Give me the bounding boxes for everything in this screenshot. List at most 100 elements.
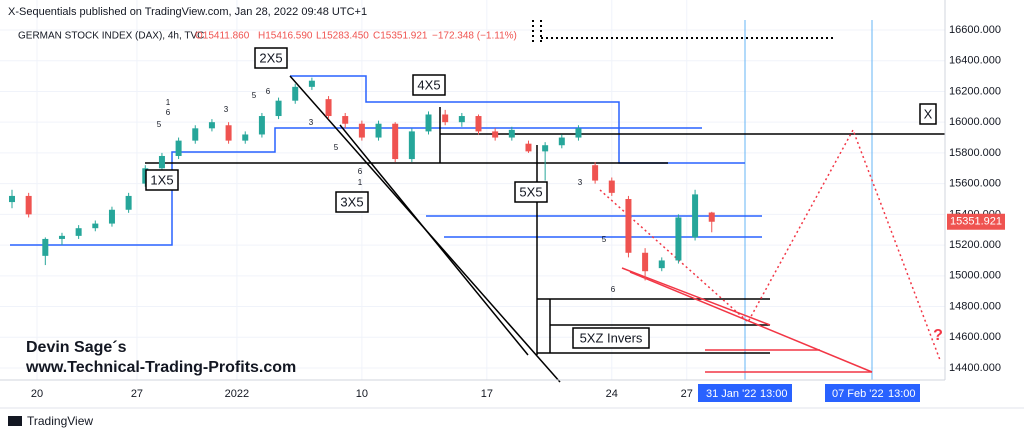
ohlc-high: H15416.590 (258, 31, 313, 42)
candle-body (508, 129, 515, 138)
y-tick-label: 16400.000 (949, 55, 1001, 67)
digit: 5 (602, 235, 607, 244)
blue-step (10, 127, 702, 246)
candles (8, 77, 715, 281)
candle-body (92, 223, 99, 229)
candle-body (125, 195, 132, 210)
x-tick-label: 27 (681, 388, 693, 400)
candle-body (292, 86, 299, 101)
x-tick-label: 10 (356, 388, 368, 400)
projection (599, 128, 941, 361)
red-line (629, 271, 873, 373)
ohlc-change: −172.348 (−1.11%) (432, 31, 517, 42)
date-box (698, 384, 792, 402)
label-box (514, 181, 548, 203)
candle-body (442, 114, 449, 123)
candle-body (642, 252, 649, 272)
candle-body (475, 116, 482, 132)
label-box (919, 103, 937, 125)
digit: 6 (611, 285, 616, 294)
y-tick-label: 14600.000 (949, 331, 1001, 343)
red-line (621, 267, 771, 326)
labels: 2X5 4X5 1X5 3X5 5X5 5XZ Invers X ? 1 6 5… (25, 47, 943, 376)
date-label: 07 Feb '22 (832, 388, 884, 400)
candle-body (525, 143, 532, 152)
candle-body (658, 260, 665, 269)
site: www.Technical-Trading-Profits.com (25, 359, 296, 376)
candle-body (42, 238, 49, 256)
y-tick-label: 14800.000 (949, 300, 1001, 312)
candle-body (342, 116, 349, 124)
digit: 5 (334, 143, 339, 152)
candle-body (458, 116, 465, 123)
label: X (924, 106, 933, 121)
candle-body (192, 128, 199, 141)
candle-body (58, 235, 65, 239)
digit: 6 (358, 167, 363, 176)
y-tick-label: 16200.000 (949, 85, 1001, 97)
published: X-Sequentials published on TradingView.c… (8, 6, 367, 18)
digit: 5 (157, 120, 162, 129)
author: Devin Sage´s (26, 339, 127, 356)
label-box (572, 327, 650, 349)
label: 1X5 (150, 172, 173, 187)
digit: 3 (578, 178, 583, 187)
candle-body (25, 195, 32, 215)
candle-body (158, 155, 165, 169)
x-tick-label: 24 (606, 388, 618, 400)
y-tick-label: 15200.000 (949, 239, 1001, 251)
candle-body (625, 199, 632, 253)
digit: 5 (252, 91, 257, 100)
drawings (10, 20, 945, 383)
black-diagonal (339, 124, 529, 356)
candle-body (75, 228, 82, 236)
date-label: 13:00 (760, 388, 788, 400)
candle-body (175, 140, 182, 156)
logo: TradingView (27, 414, 93, 428)
digit: 3 (224, 105, 229, 114)
candle-body (492, 131, 499, 138)
ohlc-low: L15283.450 (316, 31, 369, 42)
candle-body (325, 99, 332, 117)
ohlc-open: O15411.860 (195, 31, 250, 42)
y-tick-label: 16000.000 (949, 116, 1001, 128)
digit: 6 (166, 108, 171, 117)
x-tick-label: 17 (481, 388, 493, 400)
candle-body (108, 209, 115, 224)
date-box (825, 384, 920, 402)
label: 5XZ Invers (580, 330, 643, 345)
price-box (947, 213, 1005, 230)
axes: 14400.00014600.00014800.00015000.0001520… (31, 24, 1005, 400)
label: 5X5 (519, 184, 542, 199)
candle-body (392, 123, 399, 160)
label-box (145, 169, 179, 191)
y-tick-label: 14400.000 (949, 362, 1001, 374)
logo-icon (8, 416, 22, 426)
date-label: 31 Jan '22 (706, 388, 756, 400)
x-tick-label: 27 (131, 388, 143, 400)
ohlc-close: C15351.921 (373, 31, 428, 42)
grid (0, 0, 945, 380)
label: 2X5 (259, 50, 282, 65)
label-box (335, 191, 369, 213)
candle-body (425, 114, 432, 132)
candle-body (708, 212, 715, 222)
symbol: GERMAN STOCK INDEX (DAX), 4h, TVC (18, 31, 204, 42)
y-tick-label: 15600.000 (949, 178, 1001, 190)
label-box (254, 47, 288, 69)
candle-body (208, 122, 215, 129)
x-tick-label: 2022 (225, 388, 249, 400)
candle-body (8, 195, 15, 203)
y-tick-label: 16600.000 (949, 24, 1001, 36)
y-tick-label: 15000.000 (949, 270, 1001, 282)
candle-body (675, 217, 682, 261)
candle-body (258, 116, 265, 135)
label-box (412, 74, 446, 96)
date-label: 13:00 (888, 388, 916, 400)
digit: 1 (358, 178, 363, 187)
label: 3X5 (340, 194, 363, 209)
candle-body (558, 137, 565, 146)
label: 4X5 (417, 77, 440, 92)
blue-step (290, 75, 745, 164)
